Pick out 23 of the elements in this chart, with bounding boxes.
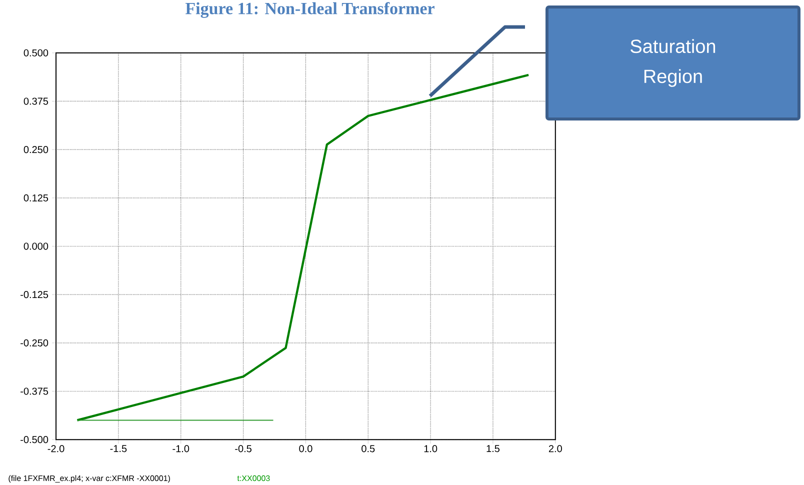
y-tick-label: 0.000 [24, 242, 48, 250]
x-tick-label: 1.0 [424, 445, 438, 452]
y-tick-label: -0.375 [20, 388, 48, 395]
x-tick-label: -1.0 [172, 445, 190, 452]
x-tick-label: -2.0 [48, 445, 64, 452]
x-tick-label: 1.5 [486, 445, 500, 452]
y-tick-label: -0.500 [20, 436, 48, 444]
x-tick-label: -0.5 [235, 445, 252, 452]
y-tick-label: -0.250 [20, 339, 48, 346]
y-tick-label: 0.125 [24, 194, 48, 202]
x-tick-label: 0.5 [362, 445, 375, 452]
y-tick-label: 0.500 [24, 49, 48, 56]
line-series [76, 74, 530, 422]
text: t:XX0003 [237, 475, 270, 482]
text: Saturation Region [630, 39, 716, 87]
y-tick-label: -0.125 [20, 291, 48, 298]
text: (file 1FXFMR_ex.pl4; x-var c:XFMR -XX0001) [8, 475, 170, 483]
chart-title: Figure 11: Non-Ideal Transformer [185, 2, 434, 18]
y-tick-label: 0.375 [24, 98, 48, 105]
x-tick-label: -1.5 [110, 445, 127, 452]
x-tick-label: 2.0 [548, 445, 562, 452]
x-tick-label: 0.0 [299, 445, 312, 452]
y-tick-label: 0.250 [24, 146, 48, 154]
